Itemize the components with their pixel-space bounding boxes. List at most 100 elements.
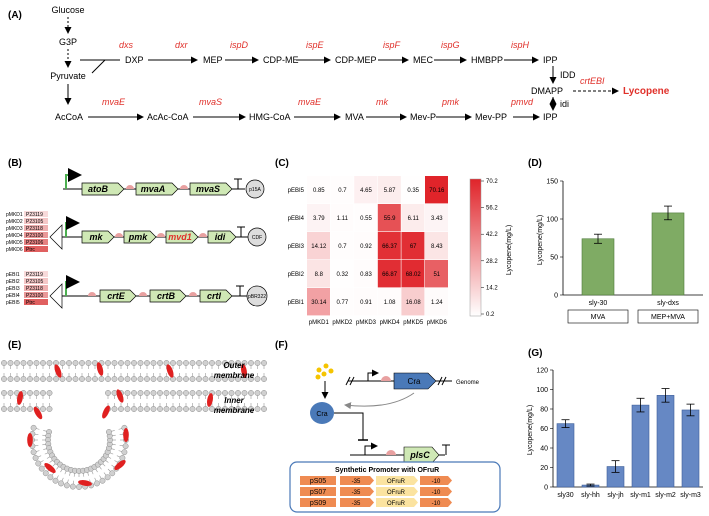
promoter-rows: pS05 -35 OFruR -10 pS07 -35 OFruR -10 pS09 -35 OFr… bbox=[300, 476, 452, 507]
promoter-box bbox=[24, 271, 48, 277]
gene-mvaa: mvaA bbox=[141, 184, 166, 194]
heatmap-cell bbox=[330, 288, 354, 316]
heatmap-col-label: pMKD6 bbox=[427, 320, 448, 326]
promoter-box bbox=[24, 299, 48, 305]
promoter-name-box bbox=[300, 487, 336, 496]
x-tick-label: sly-hh bbox=[581, 492, 600, 499]
metabolite-mev-pp: Mev-PP bbox=[475, 112, 507, 122]
enzyme-idi: idi bbox=[560, 99, 569, 109]
bar-sly-m3 bbox=[681, 409, 700, 488]
heatmap-col-label: pMKD2 bbox=[332, 320, 353, 326]
membrane-diagram bbox=[1, 360, 267, 490]
promoter-name: P23119 bbox=[26, 212, 43, 218]
chart-d-ylabel: Lycopene(mg/L) bbox=[537, 215, 544, 265]
heatmap-row-label: pEBI2 bbox=[288, 272, 305, 278]
heatmap-cell bbox=[354, 176, 378, 204]
colorbar-tick-label: 56.2 bbox=[486, 206, 498, 212]
inner-membrane-label: Inner bbox=[224, 396, 244, 405]
promoter-name: P23118 bbox=[26, 286, 43, 292]
heatmap-cell bbox=[377, 288, 401, 316]
panel-label-d: (D) bbox=[528, 158, 542, 169]
heatmap-cell-value: 55.9 bbox=[384, 216, 396, 222]
heatmap-cell-value: 66.37 bbox=[382, 244, 398, 250]
promoter-library-ebi: pEBI1 P23119 pEBI2 P23105 pEBI3 P23118 pEBI4 P2… bbox=[6, 271, 48, 306]
pathway-diagram: Glucose G3P Pyruvate DXP MEP CDP-ME CDP-… bbox=[50, 5, 670, 122]
bar-sly-m2 bbox=[656, 395, 675, 488]
heatmap-cell bbox=[307, 288, 330, 316]
heatmap-cell bbox=[330, 176, 354, 204]
library-name-pmkd1: pMKD1 bbox=[6, 212, 23, 218]
heatmap-row-label: pEBI1 bbox=[288, 300, 305, 306]
membrane-protein bbox=[206, 393, 214, 407]
colorbar-tick-label: 0.2 bbox=[486, 312, 495, 318]
promoter-box bbox=[24, 278, 48, 284]
heatmap-cell bbox=[401, 204, 425, 232]
heatmap-cell bbox=[401, 232, 425, 260]
cra-protein bbox=[310, 402, 334, 424]
enzyme-mk: mk bbox=[376, 97, 388, 107]
library-name-pmkd6: pMKD6 bbox=[6, 247, 23, 253]
enzyme-mvae-2: mvaE bbox=[298, 97, 322, 107]
colorbar-tick-label: 70.2 bbox=[486, 179, 498, 185]
heatmap-cell-value: 8.43 bbox=[431, 244, 443, 250]
panel-label-b: (B) bbox=[8, 158, 22, 169]
operon-diagram: atoB mvaA mvaS p15A mk pmk mvd1 idi CDF … bbox=[6, 168, 268, 309]
heatmap-cell-value: 0.85 bbox=[313, 188, 325, 194]
bar-sly-dxs bbox=[651, 212, 685, 296]
metabolite-hmg-coa: HMG-CoA bbox=[249, 112, 291, 122]
bar-sly-30 bbox=[581, 238, 615, 296]
metabolite-acac-coa: AcAc-CoA bbox=[147, 112, 189, 122]
heatmap-cell bbox=[307, 260, 330, 288]
heatmap-col-label: pMKD1 bbox=[309, 320, 330, 326]
x-tick-label: sly-30 bbox=[589, 300, 608, 307]
metabolite-mep: MEP bbox=[203, 55, 223, 65]
heatmap-cell-value: 8.8 bbox=[315, 272, 324, 278]
gene-atob: atoB bbox=[88, 184, 109, 194]
gene-cra: Cra bbox=[408, 377, 421, 386]
x-tick-label: sly-jh bbox=[607, 492, 623, 499]
minus35-label: -35 bbox=[352, 501, 361, 507]
heatmap-cell-value: 70.16 bbox=[429, 188, 445, 194]
promoter-name: P23100 bbox=[26, 293, 43, 299]
library-name-pmkd5: pMKD5 bbox=[6, 240, 23, 246]
metabolite-accoa: AcCoA bbox=[55, 112, 83, 122]
panel-label-f: (F) bbox=[275, 340, 288, 351]
metabolite-ipp-bottom: IPP bbox=[543, 112, 558, 122]
metabolite-ipp-top: IPP bbox=[543, 55, 558, 65]
membrane-protein bbox=[240, 364, 248, 378]
metabolite-mev-p: Mev-P bbox=[410, 112, 436, 122]
gene-plsc: plsC bbox=[409, 450, 430, 460]
regulation-diagram: Cra Cra Genome plsC Synthetic Promoter w… bbox=[289, 363, 501, 513]
library-name-pebi1: pEBI1 bbox=[6, 272, 20, 278]
heatmap-cell-value: 0.35 bbox=[407, 188, 419, 194]
minus10-label: -10 bbox=[432, 490, 441, 496]
minus35-box bbox=[340, 487, 374, 496]
heatmap-cell bbox=[330, 204, 354, 232]
outer-membrane-label-2: membrane bbox=[214, 371, 255, 380]
cra-protein-label: Cra bbox=[316, 411, 327, 418]
membrane-protein bbox=[116, 389, 124, 403]
promoter-box bbox=[24, 246, 48, 252]
promoter-name-box bbox=[300, 476, 336, 485]
library-name-pmkd3: pMKD3 bbox=[6, 226, 23, 232]
membrane-protein bbox=[123, 428, 129, 442]
membrane-protein bbox=[78, 479, 92, 487]
y-tick-label: 0 bbox=[544, 485, 548, 492]
membrane-protein bbox=[102, 405, 110, 419]
colorbar bbox=[469, 178, 482, 317]
heatmap-cell bbox=[401, 260, 425, 288]
promoter-name: pS07 bbox=[310, 489, 326, 496]
heatmap-cell-value: 0.91 bbox=[360, 300, 372, 306]
panel-label-g: (G) bbox=[528, 348, 542, 359]
heatmap-cell bbox=[401, 176, 425, 204]
y-tick-label: 120 bbox=[536, 368, 548, 375]
x-tick-label: sly-m3 bbox=[680, 492, 701, 499]
x-tick-label: sly30 bbox=[557, 492, 573, 499]
gene-crte: crtE bbox=[107, 291, 126, 301]
colorbar-title: Lycopene(mg/L) bbox=[506, 225, 513, 275]
enzyme-ispd: ispD bbox=[230, 40, 249, 50]
minus35-box bbox=[340, 476, 374, 485]
promoter-name: pS05 bbox=[310, 478, 326, 485]
heatmap-cell-value: 30.14 bbox=[311, 300, 327, 306]
